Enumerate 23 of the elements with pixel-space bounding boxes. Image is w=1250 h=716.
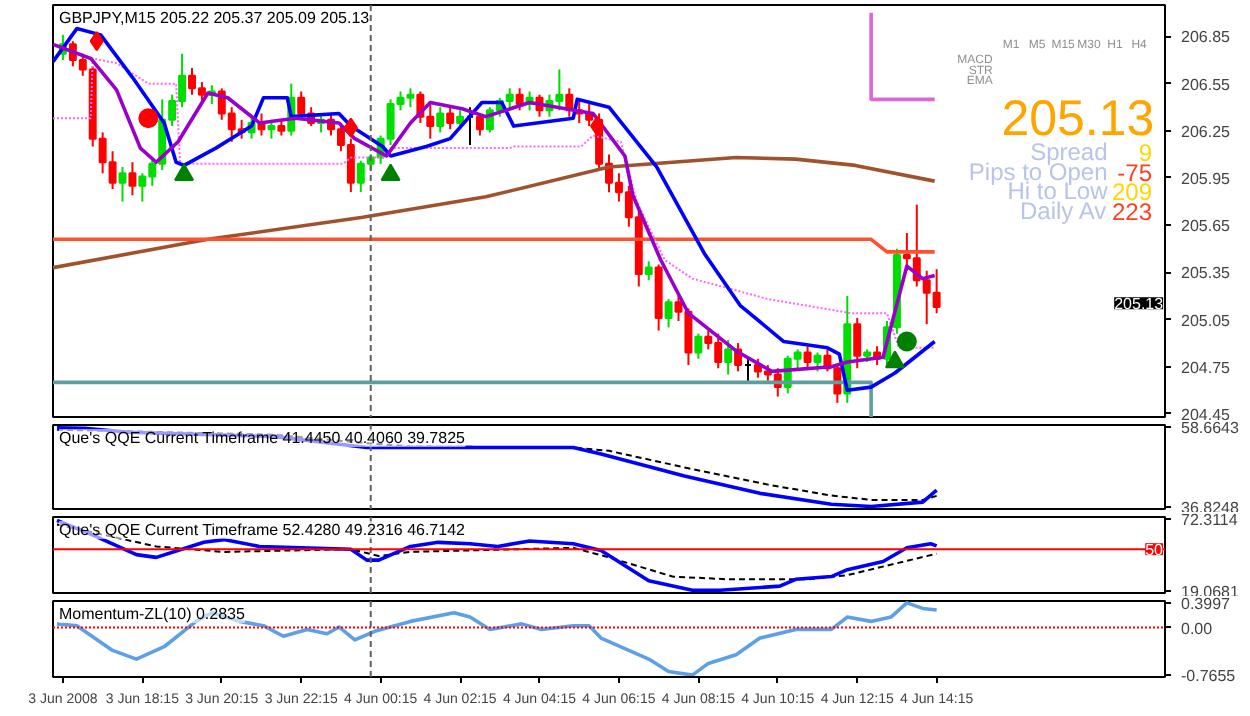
ref-line-label: 50 (1145, 541, 1165, 560)
y-tick-label: 72.3114 (1181, 511, 1239, 529)
chart-title: Que's QQE Current Timeframe 52.4280 49.2316 46.7142 (59, 521, 467, 539)
y-tick-label: 205.95 (1181, 169, 1232, 188)
y-tick-label: 36.8248 (1181, 498, 1240, 517)
y-tick-label: 206.55 (1181, 75, 1232, 94)
y-tick-label: 0.00 (1181, 619, 1214, 638)
annotation: 223 (1111, 198, 1153, 226)
y-tick-label: 204.75 (1181, 358, 1232, 377)
chart-title: Que's QQE Current Timeframe 41.4450 40.4060 39.7825 (59, 429, 467, 447)
y-tick-label: 206.25 (1181, 122, 1232, 141)
y-tick-label: 204.45 (1181, 405, 1232, 424)
chart-title: GBPJPY,M15 205.22 205.37 205.09 205.13 (59, 9, 371, 27)
y-tick-label: 205.65 (1181, 217, 1232, 236)
annotation: Daily Av (1019, 197, 1107, 225)
y-tick-label: 0.3997 (1181, 595, 1232, 613)
y-tick-label: 205.35 (1181, 264, 1232, 283)
annotation: 205.13 (1114, 295, 1165, 314)
y-tick-label: -0.7655 (1181, 666, 1237, 685)
y-tick-label: 58.6643 (1181, 419, 1240, 438)
y-tick-label: 206.85 (1181, 28, 1232, 47)
y-tick-label: 205.05 (1181, 311, 1232, 330)
chart-title: Momentum-ZL(10) 0.2835 (59, 605, 246, 623)
